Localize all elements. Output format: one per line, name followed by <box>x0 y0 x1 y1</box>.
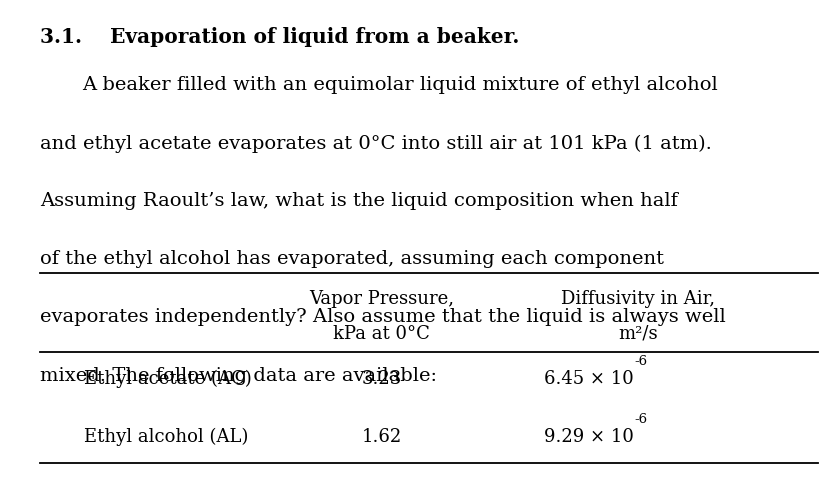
Text: 3.1.    Evaporation of liquid from a beaker.: 3.1. Evaporation of liquid from a beaker… <box>40 27 519 47</box>
Text: Assuming Raoult’s law, what is the liquid composition when half: Assuming Raoult’s law, what is the liqui… <box>40 192 678 211</box>
Text: Vapor Pressure,: Vapor Pressure, <box>310 290 454 308</box>
Text: 6.45 × 10: 6.45 × 10 <box>544 370 633 388</box>
Text: Ethyl acetate (AC): Ethyl acetate (AC) <box>84 370 252 388</box>
Text: A beaker filled with an equimolar liquid mixture of ethyl alcohol: A beaker filled with an equimolar liquid… <box>82 76 718 94</box>
Text: -6: -6 <box>634 413 648 426</box>
Text: -6: -6 <box>634 355 648 368</box>
Text: m²/s: m²/s <box>618 325 658 343</box>
Text: 3.23: 3.23 <box>362 370 402 388</box>
Text: and ethyl acetate evaporates at 0°C into still air at 101 kPa (1 atm).: and ethyl acetate evaporates at 0°C into… <box>40 134 712 153</box>
Text: Diffusivity in Air,: Diffusivity in Air, <box>560 290 715 308</box>
Text: of the ethyl alcohol has evaporated, assuming each component: of the ethyl alcohol has evaporated, ass… <box>40 250 664 269</box>
Text: 1.62: 1.62 <box>362 428 402 446</box>
Text: mixed. The following data are available:: mixed. The following data are available: <box>40 367 437 385</box>
Text: Ethyl alcohol (AL): Ethyl alcohol (AL) <box>84 428 248 446</box>
Text: kPa at 0°C: kPa at 0°C <box>333 325 430 343</box>
Text: 9.29 × 10: 9.29 × 10 <box>544 428 633 446</box>
Text: evaporates independently? Also assume that the liquid is always well: evaporates independently? Also assume th… <box>40 308 726 327</box>
